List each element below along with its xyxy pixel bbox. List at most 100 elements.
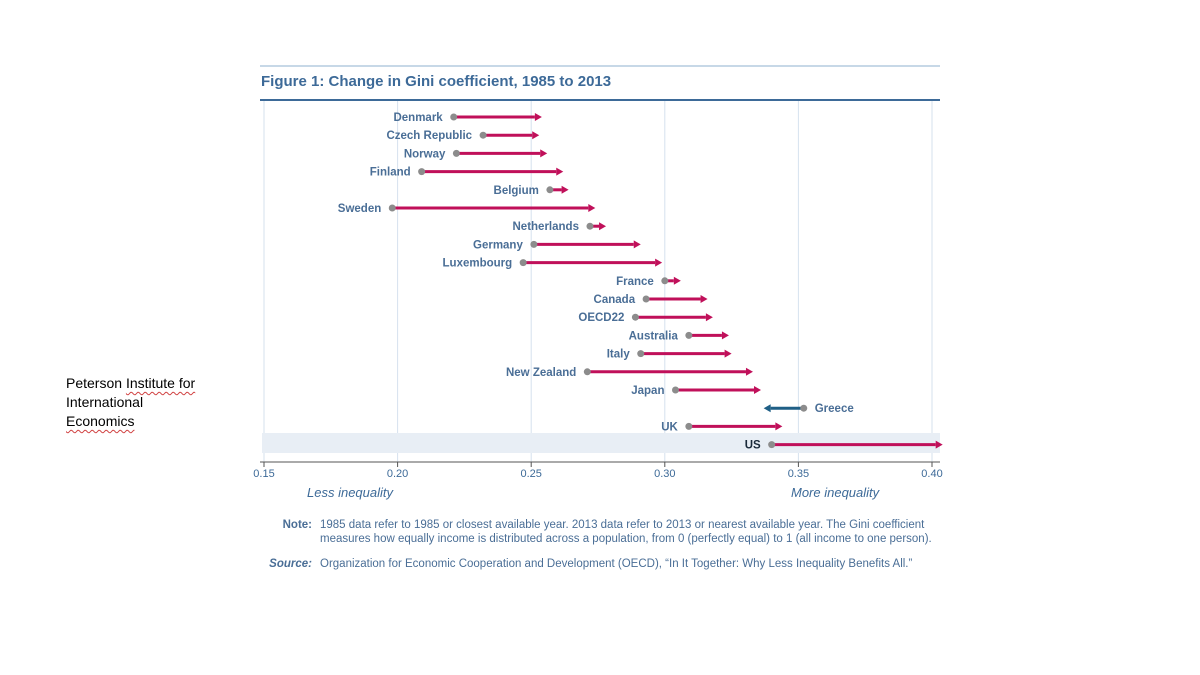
x-tick-label: 0.20 [387, 468, 408, 480]
country-row: Greece [763, 403, 854, 415]
start-value-dot [479, 131, 487, 139]
change-arrowhead [540, 149, 548, 158]
country-label: Belgium [494, 185, 539, 197]
x-tick-label: 0.15 [253, 468, 274, 480]
chart-title: Figure 1: Change in Gini coefficient, 19… [261, 73, 611, 90]
start-value-dot [388, 204, 396, 212]
change-arrowhead [763, 404, 771, 413]
country-label: Sweden [338, 203, 381, 215]
country-row: UK [661, 421, 783, 433]
side-annotation-line1-marked: Institute for [125, 375, 196, 391]
country-label: Luxembourg [443, 258, 513, 270]
country-row: Germany [473, 239, 641, 251]
country-row: Italy [607, 349, 732, 361]
start-value-dot [583, 368, 591, 376]
country-label: Czech Republic [386, 130, 472, 142]
country-label: UK [661, 421, 678, 433]
change-arrowhead [935, 440, 943, 449]
less-inequality-label: Less inequality [307, 485, 394, 500]
notes-section: Note: 1985 data refer to 1985 or closest… [262, 518, 942, 582]
change-arrowhead [561, 185, 569, 194]
change-arrowhead [775, 422, 783, 431]
country-label: Netherlands [513, 221, 579, 233]
country-row: Netherlands [513, 221, 607, 233]
change-arrowhead [588, 204, 596, 212]
start-value-dot [631, 313, 639, 321]
us-highlight-band [262, 433, 940, 453]
start-value-dot [642, 295, 650, 303]
x-tick-label: 0.40 [921, 468, 942, 480]
source-text: Organization for Economic Cooperation an… [320, 558, 913, 570]
country-label: US [745, 440, 761, 452]
change-arrowhead [556, 167, 564, 176]
note-text: 1985 data refer to 1985 or closest avail… [320, 519, 932, 545]
country-label: Germany [473, 239, 523, 251]
start-value-dot [637, 350, 645, 358]
x-tick-label: 0.30 [654, 468, 675, 480]
change-arrowhead [532, 131, 540, 140]
start-value-dot [418, 168, 426, 176]
country-row: US [745, 440, 943, 452]
change-arrowhead [700, 295, 708, 303]
start-value-dot [800, 404, 808, 412]
change-arrowhead [721, 331, 729, 340]
country-row: Australia [629, 330, 729, 342]
country-row: Norway [404, 148, 548, 160]
start-value-dot [671, 386, 679, 394]
country-label: Italy [607, 349, 631, 361]
change-arrowhead [655, 258, 663, 267]
change-arrowhead [534, 113, 542, 121]
start-value-dot [452, 149, 460, 157]
start-value-dot [768, 441, 776, 449]
side-annotation-line3: Economics [66, 413, 135, 429]
country-label: Canada [594, 294, 636, 306]
change-arrowhead [753, 386, 761, 394]
country-row: Czech Republic [386, 130, 540, 142]
grid-lines [263, 101, 933, 462]
country-row: Luxembourg [443, 258, 663, 270]
change-arrowhead [745, 367, 753, 376]
country-row: Finland [370, 167, 564, 179]
country-label: Japan [631, 385, 664, 397]
x-tick-label: 0.25 [520, 468, 541, 480]
note-label: Note: [282, 519, 312, 531]
country-row: Japan [631, 385, 761, 397]
start-value-dot [530, 240, 538, 248]
start-value-dot [685, 422, 693, 430]
start-value-dot [546, 186, 554, 194]
side-annotation: Peterson Institute for International Eco… [66, 374, 226, 431]
country-row: Canada [594, 294, 708, 306]
note-row: Note: 1985 data refer to 1985 or closest… [262, 518, 942, 546]
country-row: New Zealand [506, 367, 753, 379]
change-arrowhead [599, 222, 607, 231]
more-inequality-label: More inequality [791, 485, 881, 500]
country-label: Finland [370, 167, 411, 179]
country-label: Denmark [393, 112, 443, 124]
start-value-dot [685, 331, 693, 339]
country-label: Greece [815, 403, 854, 415]
country-label: France [616, 276, 654, 288]
country-row: Denmark [393, 112, 542, 124]
change-arrowhead [724, 349, 732, 358]
country-label: Norway [404, 148, 446, 160]
start-value-dot [586, 222, 594, 230]
change-arrowhead [673, 276, 681, 285]
country-label: New Zealand [506, 367, 576, 379]
country-row: OECD22 [578, 312, 713, 324]
change-arrowhead [633, 240, 641, 249]
country-label: OECD22 [578, 312, 624, 324]
x-tick-label: 0.35 [788, 468, 809, 480]
x-axis-ticks: 0.15 0.20 0.25 0.30 0.35 0.40 [253, 462, 943, 480]
change-arrowhead [705, 313, 713, 322]
start-value-dot [450, 113, 458, 121]
country-row: Sweden [338, 203, 596, 215]
country-row: Belgium [494, 185, 569, 197]
source-label: Source: [269, 558, 312, 570]
country-row: France [616, 276, 681, 288]
start-value-dot [519, 259, 527, 267]
side-annotation-line1: Peterson [66, 375, 126, 391]
dumbbell-marks: Denmark Czech Republic Norway Finland Belgiu… [338, 112, 943, 452]
country-label: Australia [629, 330, 679, 342]
source-row: Source: Organization for Economic Cooper… [262, 557, 942, 571]
